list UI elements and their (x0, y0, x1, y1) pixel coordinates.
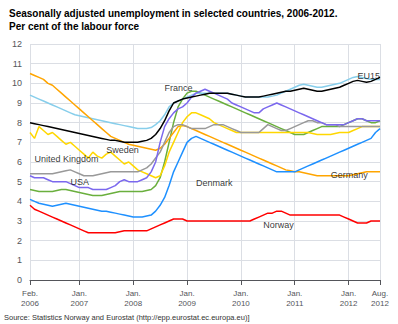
svg-text:Jan.: Jan. (179, 289, 194, 298)
svg-text:2010: 2010 (232, 299, 250, 308)
svg-text:Jan.: Jan. (233, 289, 248, 298)
svg-text:2: 2 (17, 236, 22, 246)
svg-text:0: 0 (17, 275, 22, 285)
svg-text:Jan.: Jan. (72, 289, 87, 298)
svg-text:Norway: Norway (263, 220, 294, 230)
svg-text:Jan.: Jan. (341, 289, 356, 298)
svg-text:4: 4 (17, 196, 22, 206)
svg-text:Per cent of the labour force: Per cent of the labour force (9, 21, 139, 32)
svg-text:5: 5 (17, 177, 22, 187)
svg-text:France: France (165, 83, 193, 93)
svg-text:11: 11 (13, 59, 22, 69)
svg-text:Feb.: Feb. (22, 289, 38, 298)
svg-text:USA: USA (70, 177, 89, 187)
svg-text:Jan.: Jan. (287, 289, 302, 298)
svg-text:Seasonally adjusted unemployme: Seasonally adjusted unemployment in sele… (9, 8, 338, 19)
svg-text:Denmark: Denmark (196, 178, 233, 188)
svg-text:Germany: Germany (331, 170, 369, 180)
svg-text:Source: Statistics Norway and: Source: Statistics Norway and Eurostat (… (4, 313, 250, 322)
svg-text:2009: 2009 (178, 299, 196, 308)
svg-text:2008: 2008 (124, 299, 142, 308)
svg-text:3: 3 (17, 216, 22, 226)
svg-text:2012: 2012 (371, 299, 389, 308)
svg-text:8: 8 (17, 118, 22, 128)
svg-text:2011: 2011 (286, 299, 304, 308)
svg-text:7: 7 (17, 137, 22, 147)
svg-text:2007: 2007 (70, 299, 88, 308)
svg-text:6: 6 (17, 157, 22, 167)
svg-text:12: 12 (12, 39, 22, 49)
svg-text:EU15: EU15 (358, 71, 381, 81)
svg-text:2006: 2006 (21, 299, 39, 308)
svg-text:United Kingdom: United Kingdom (34, 154, 98, 164)
svg-text:10: 10 (12, 78, 22, 88)
svg-text:2012: 2012 (340, 299, 358, 308)
svg-text:9: 9 (17, 98, 22, 108)
svg-text:1: 1 (17, 255, 22, 265)
svg-text:Sweden: Sweden (106, 145, 139, 155)
svg-text:Jan.: Jan. (126, 289, 141, 298)
svg-text:Aug.: Aug. (372, 289, 388, 298)
